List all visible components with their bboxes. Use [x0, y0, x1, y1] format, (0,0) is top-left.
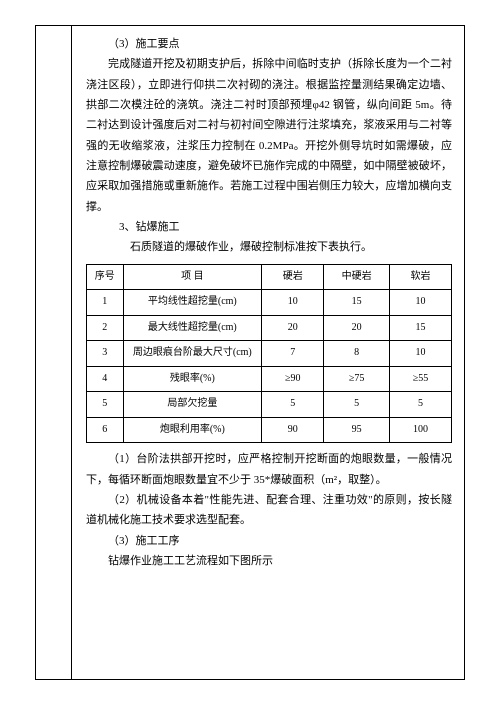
cell-mid: 15 [324, 290, 390, 316]
table-header-row: 序号 项 目 硬岩 中硬岩 软岩 [87, 264, 452, 290]
table-row: 6 炮眼利用率(%) 90 95 100 [87, 417, 452, 443]
section-3-body: 完成隧道开挖及初期支护后，拆除中间临时支护（拆除长度为一个二衬浇注区段），立即进… [86, 54, 452, 217]
cell-seq: 2 [87, 315, 124, 341]
cell-seq: 4 [87, 366, 124, 392]
cell-soft: 10 [389, 290, 451, 316]
cell-hard: ≥90 [262, 366, 324, 392]
section-3-title: （3）施工要点 [86, 34, 452, 54]
cell-item: 平均线性超挖量(cm) [123, 290, 262, 316]
cell-item: 局部欠挖量 [123, 392, 262, 418]
vertical-divider [71, 26, 72, 679]
table-row: 1 平均线性超挖量(cm) 10 15 10 [87, 290, 452, 316]
cell-item: 最大线性超挖量(cm) [123, 315, 262, 341]
th-soft: 软岩 [389, 264, 451, 290]
table-row: 4 残眼率(%) ≥90 ≥75 ≥55 [87, 366, 452, 392]
table-row: 3 周边眼痕台阶最大尺寸(cm) 7 8 10 [87, 341, 452, 367]
cell-seq: 3 [87, 341, 124, 367]
section-blasting-intro: 石质隧道的爆破作业，爆破控制标准按下表执行。 [86, 237, 452, 257]
cell-item: 炮眼利用率(%) [123, 417, 262, 443]
page-frame: （3）施工要点 完成隧道开挖及初期支护后，拆除中间临时支护（拆除长度为一个二衬浇… [35, 25, 465, 680]
cell-hard: 90 [262, 417, 324, 443]
cell-mid: 95 [324, 417, 390, 443]
cell-seq: 5 [87, 392, 124, 418]
cell-soft: ≥55 [389, 366, 451, 392]
cell-item: 周边眼痕台阶最大尺寸(cm) [123, 341, 262, 367]
cell-soft: 10 [389, 341, 451, 367]
th-hard: 硬岩 [262, 264, 324, 290]
cell-mid: 20 [324, 315, 390, 341]
note-3-title: （3）施工工序 [86, 531, 452, 551]
note-1: （1）台阶法拱部开挖时，应严格控制开挖断面的炮眼数量，一般情况下，每循环断面炮眼… [86, 449, 452, 490]
cell-item: 残眼率(%) [123, 366, 262, 392]
cell-mid: 5 [324, 392, 390, 418]
th-seq: 序号 [87, 264, 124, 290]
table-row: 5 局部欠挖量 5 5 5 [87, 392, 452, 418]
th-mid: 中硬岩 [324, 264, 390, 290]
cell-hard: 20 [262, 315, 324, 341]
cell-hard: 7 [262, 341, 324, 367]
table-body: 1 平均线性超挖量(cm) 10 15 10 2 最大线性超挖量(cm) 20 … [87, 290, 452, 443]
cell-seq: 6 [87, 417, 124, 443]
th-item: 项 目 [123, 264, 262, 290]
cell-mid: 8 [324, 341, 390, 367]
section-blasting-title: 3、钻爆施工 [86, 217, 452, 237]
table-row: 2 最大线性超挖量(cm) 20 20 15 [87, 315, 452, 341]
cell-soft: 5 [389, 392, 451, 418]
cell-soft: 15 [389, 315, 451, 341]
cell-mid: ≥75 [324, 366, 390, 392]
cell-seq: 1 [87, 290, 124, 316]
note-3-body: 钻爆作业施工工艺流程如下图所示 [86, 551, 452, 571]
blasting-standards-table: 序号 项 目 硬岩 中硬岩 软岩 1 平均线性超挖量(cm) 10 15 10 … [86, 264, 452, 444]
cell-hard: 5 [262, 392, 324, 418]
cell-hard: 10 [262, 290, 324, 316]
note-2: （2）机械设备本着"性能先进、配套合理、注重功效"的原则，按长隧道机械化施工技术… [86, 490, 452, 531]
content-area: （3）施工要点 完成隧道开挖及初期支护后，拆除中间临时支护（拆除长度为一个二衬浇… [36, 26, 464, 579]
cell-soft: 100 [389, 417, 451, 443]
